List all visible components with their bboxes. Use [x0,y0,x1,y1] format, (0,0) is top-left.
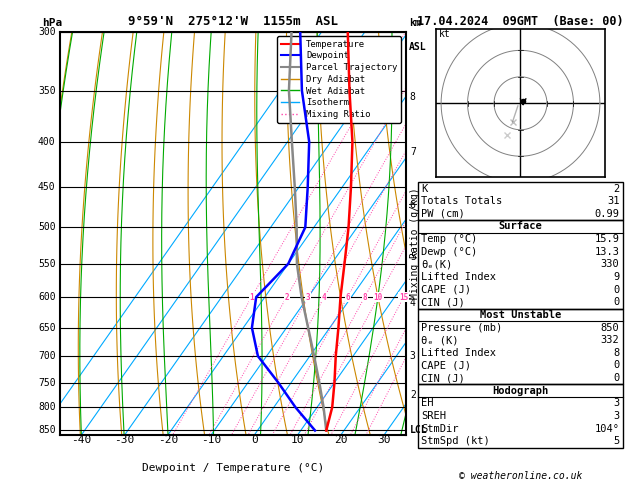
Text: 30: 30 [377,435,391,445]
Text: 850: 850 [38,425,55,435]
Text: 17.04.2024  09GMT  (Base: 00): 17.04.2024 09GMT (Base: 00) [417,15,624,28]
Text: CAPE (J): CAPE (J) [421,361,471,370]
Text: 4: 4 [322,293,326,302]
Text: 0.99: 0.99 [594,209,620,219]
Text: Lifted Index: Lifted Index [421,348,496,358]
Text: 850: 850 [601,323,620,332]
Text: K: K [421,184,428,193]
Text: CIN (J): CIN (J) [421,297,465,307]
Text: 332: 332 [601,335,620,345]
Text: θₑ(K): θₑ(K) [421,260,453,269]
Text: 20: 20 [334,435,348,445]
Text: 700: 700 [38,351,55,361]
Text: 0: 0 [613,285,620,295]
Text: 3: 3 [410,351,416,361]
Text: 2: 2 [410,390,416,400]
Text: 300: 300 [38,27,55,36]
Text: Dewpoint / Temperature (°C): Dewpoint / Temperature (°C) [142,463,324,473]
Text: 13.3: 13.3 [594,247,620,257]
Text: 7: 7 [410,147,416,157]
Text: 8: 8 [410,92,416,102]
Text: 2: 2 [613,184,620,193]
Text: 15: 15 [399,293,408,302]
Text: 15.9: 15.9 [594,234,620,244]
Legend: Temperature, Dewpoint, Parcel Trajectory, Dry Adiabat, Wet Adiabat, Isotherm, Mi: Temperature, Dewpoint, Parcel Trajectory… [277,36,401,122]
Text: 4: 4 [410,298,416,309]
Text: -20: -20 [158,435,178,445]
Text: 330: 330 [601,260,620,269]
Text: 0: 0 [613,361,620,370]
Text: 400: 400 [38,137,55,147]
Text: Dewp (°C): Dewp (°C) [421,247,477,257]
Text: Surface: Surface [499,222,542,231]
Text: Hodograph: Hodograph [493,386,548,396]
Text: 650: 650 [38,323,55,333]
Text: 550: 550 [38,259,55,269]
Text: 0: 0 [613,373,620,383]
Text: 3: 3 [613,399,620,408]
Text: 2: 2 [284,293,289,302]
Text: 6: 6 [410,200,416,210]
Text: 10: 10 [291,435,304,445]
Text: Pressure (mb): Pressure (mb) [421,323,503,332]
Text: 800: 800 [38,402,55,412]
Text: StmSpd (kt): StmSpd (kt) [421,436,490,446]
Text: 350: 350 [38,86,55,96]
Text: 750: 750 [38,378,55,387]
Text: 0: 0 [613,297,620,307]
Text: 5: 5 [613,436,620,446]
Text: EH: EH [421,399,434,408]
Text: -40: -40 [71,435,91,445]
Text: 3: 3 [613,411,620,421]
Text: 104°: 104° [594,424,620,434]
Text: SREH: SREH [421,411,447,421]
Text: CIN (J): CIN (J) [421,373,465,383]
Text: 450: 450 [38,182,55,192]
Text: © weatheronline.co.uk: © weatheronline.co.uk [459,471,582,481]
Text: 6: 6 [345,293,350,302]
Title: 9°59'N  275°12'W  1155m  ASL: 9°59'N 275°12'W 1155m ASL [128,15,338,28]
Text: 500: 500 [38,222,55,232]
Text: km: km [409,17,421,28]
Text: CAPE (J): CAPE (J) [421,285,471,295]
Text: kt: kt [438,29,450,39]
Text: 3: 3 [306,293,311,302]
Text: hPa: hPa [43,17,63,28]
Text: θₑ (K): θₑ (K) [421,335,459,345]
Text: 8: 8 [362,293,367,302]
Text: Most Unstable: Most Unstable [480,310,561,320]
Text: Totals Totals: Totals Totals [421,196,503,206]
Text: StmDir: StmDir [421,424,459,434]
Text: Lifted Index: Lifted Index [421,272,496,282]
Text: 31: 31 [607,196,620,206]
Text: PW (cm): PW (cm) [421,209,465,219]
Text: 1: 1 [249,293,254,302]
Text: -10: -10 [201,435,221,445]
Text: 9: 9 [613,272,620,282]
Text: 8: 8 [613,348,620,358]
Text: 600: 600 [38,292,55,302]
Text: Mixing Ratio (g/kg): Mixing Ratio (g/kg) [410,187,420,299]
Text: 0: 0 [251,435,258,445]
Text: 10: 10 [374,293,383,302]
Text: LCL: LCL [410,425,428,435]
Text: -30: -30 [114,435,135,445]
Text: Temp (°C): Temp (°C) [421,234,477,244]
Text: 5: 5 [410,252,416,262]
Text: ASL: ASL [409,42,427,52]
